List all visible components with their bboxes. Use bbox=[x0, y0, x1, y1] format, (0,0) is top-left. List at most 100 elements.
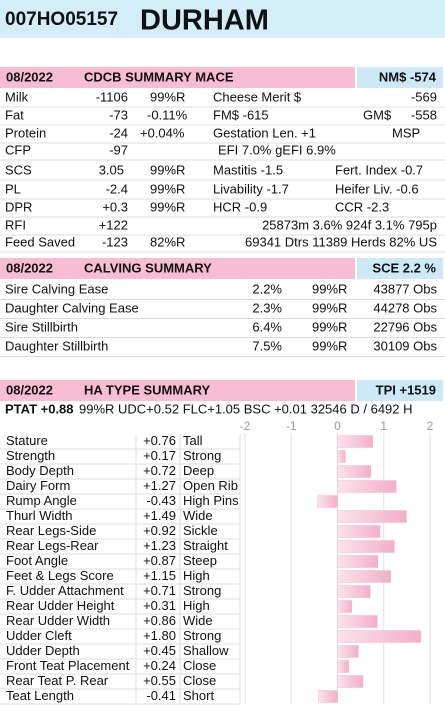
trait-name: Rear Legs-Rear bbox=[6, 538, 99, 553]
calving-cell: 43877 Obs bbox=[373, 281, 437, 296]
bar bbox=[337, 630, 421, 643]
section-date: 08/2022 bbox=[6, 260, 53, 275]
mace-cell: 99%R bbox=[150, 162, 185, 177]
trait-value: +0.86 bbox=[143, 613, 176, 628]
trait-value: +0.87 bbox=[143, 553, 176, 568]
trait-value: +0.45 bbox=[143, 643, 176, 658]
trait-description: Wide bbox=[183, 508, 213, 523]
trait-name: Foot Angle bbox=[6, 553, 68, 568]
trait-value: +1.49 bbox=[143, 508, 176, 523]
bar bbox=[337, 675, 364, 688]
mace-cell: Fert. Index -0.7 bbox=[335, 162, 423, 177]
header-bar bbox=[0, 0, 445, 38]
trait-description: Close bbox=[183, 658, 216, 673]
calving-cell: 7.5% bbox=[252, 338, 282, 353]
calving-cell: 2.3% bbox=[252, 300, 282, 315]
trait-description: Steep bbox=[183, 553, 217, 568]
calving-cell: Daughter Calving Ease bbox=[5, 300, 139, 315]
ptat: PTAT +0.88 bbox=[5, 401, 74, 416]
bar bbox=[337, 480, 397, 493]
trait-name: Front Teat Placement bbox=[6, 658, 130, 673]
mace-cell: FM$ -615 bbox=[213, 107, 269, 122]
x-tick-label: -1 bbox=[286, 419, 297, 433]
trait-description: Shallow bbox=[183, 643, 229, 658]
calving-cell: 99%R bbox=[312, 300, 347, 315]
bar bbox=[317, 495, 338, 508]
trait-value: +0.31 bbox=[143, 598, 176, 613]
mace-cell: Fat bbox=[5, 107, 24, 122]
trait-value: +1.27 bbox=[143, 478, 176, 493]
trait-name: Stature bbox=[6, 433, 48, 448]
section-badge-text: NM$ -574 bbox=[379, 69, 437, 84]
section-date: 08/2022 bbox=[6, 69, 53, 84]
calving-cell: 6.4% bbox=[252, 319, 282, 334]
trait-description: High bbox=[183, 568, 210, 583]
mace-cell: Mastitis -1.5 bbox=[213, 162, 283, 177]
trait-value: +0.76 bbox=[143, 433, 176, 448]
mace-cell: Protein bbox=[5, 125, 46, 140]
section-title: CALVING SUMMARY bbox=[84, 260, 212, 275]
trait-description: Close bbox=[183, 673, 216, 688]
bar bbox=[337, 540, 395, 553]
trait-description: High bbox=[183, 598, 210, 613]
section-bar bbox=[0, 67, 355, 88]
mace-cell: -24 bbox=[109, 125, 128, 140]
bar bbox=[337, 435, 373, 448]
trait-name: Rump Angle bbox=[6, 493, 77, 508]
section-badge bbox=[357, 67, 443, 88]
calving-cell: 99%R bbox=[312, 319, 347, 334]
bar bbox=[337, 615, 378, 628]
trait-description: Open Rib bbox=[183, 478, 238, 493]
section-bar bbox=[0, 258, 355, 279]
calving-cell: 2.2% bbox=[252, 281, 282, 296]
mace-cell: -123 bbox=[102, 234, 128, 249]
mace-cell: PL bbox=[5, 181, 21, 196]
bar bbox=[318, 690, 338, 703]
trait-name: Teat Length bbox=[6, 688, 74, 703]
mace-cell: Livability -1.7 bbox=[213, 181, 289, 196]
mace-cell: 3.05 bbox=[99, 162, 124, 177]
section-badge bbox=[357, 380, 443, 401]
ptat-details: 99%R UDC+0.52 FLC+1.05 BSC +0.01 32546 D… bbox=[79, 401, 413, 416]
x-tick-label: -2 bbox=[240, 419, 251, 433]
trait-value: -0.41 bbox=[146, 688, 176, 703]
mace-cell: +0.04% bbox=[140, 125, 185, 140]
section-badge-text: SCE 2.2 % bbox=[372, 260, 436, 275]
trait-name: Udder Cleft bbox=[6, 628, 72, 643]
x-tick-label: 0 bbox=[334, 419, 341, 433]
trait-description: Straight bbox=[183, 538, 228, 553]
mace-cell: -569 bbox=[411, 89, 437, 104]
trait-description: Deep bbox=[183, 463, 214, 478]
trait-description: Tall bbox=[183, 433, 203, 448]
trait-description: Short bbox=[183, 688, 214, 703]
trait-name: Rear Teat P. Rear bbox=[6, 673, 109, 688]
trait-value: +0.55 bbox=[143, 673, 176, 688]
trait-name: Rear Udder Width bbox=[6, 613, 110, 628]
section-date: 08/2022 bbox=[6, 382, 53, 397]
mace-cell: GM$ bbox=[363, 107, 392, 122]
mace-cell: Milk bbox=[5, 89, 29, 104]
section-badge bbox=[357, 258, 443, 279]
calving-cell: 22796 Obs bbox=[373, 319, 437, 334]
mace-cell: CFP bbox=[5, 142, 31, 157]
mace-cell: EFI 7.0% gEFI 6.9% bbox=[218, 142, 336, 157]
trait-description: Strong bbox=[183, 628, 221, 643]
mace-cell: Heifer Liv. -0.6 bbox=[335, 181, 419, 196]
mace-cell: DPR bbox=[5, 199, 32, 214]
mace-cell: 25873m 3.6% 924f 3.1% 795p bbox=[262, 217, 437, 232]
trait-value: +1.15 bbox=[143, 568, 176, 583]
mace-cell: 82%R bbox=[150, 234, 185, 249]
calving-cell: 44278 Obs bbox=[373, 300, 437, 315]
calving-cell: 30109 Obs bbox=[373, 338, 437, 353]
trait-description: High Pins bbox=[183, 493, 239, 508]
mace-cell: CCR -2.3 bbox=[335, 199, 389, 214]
trait-description: Strong bbox=[183, 583, 221, 598]
trait-value: +0.72 bbox=[143, 463, 176, 478]
bar bbox=[337, 555, 378, 568]
mace-cell: -73 bbox=[109, 107, 128, 122]
mace-cell: MSP bbox=[392, 125, 420, 140]
trait-value: +0.24 bbox=[143, 658, 176, 673]
trait-name: Feet & Legs Score bbox=[6, 568, 114, 583]
bar bbox=[337, 645, 359, 658]
mace-cell: 69341 Dtrs 11389 Herds 82% US bbox=[245, 234, 437, 249]
